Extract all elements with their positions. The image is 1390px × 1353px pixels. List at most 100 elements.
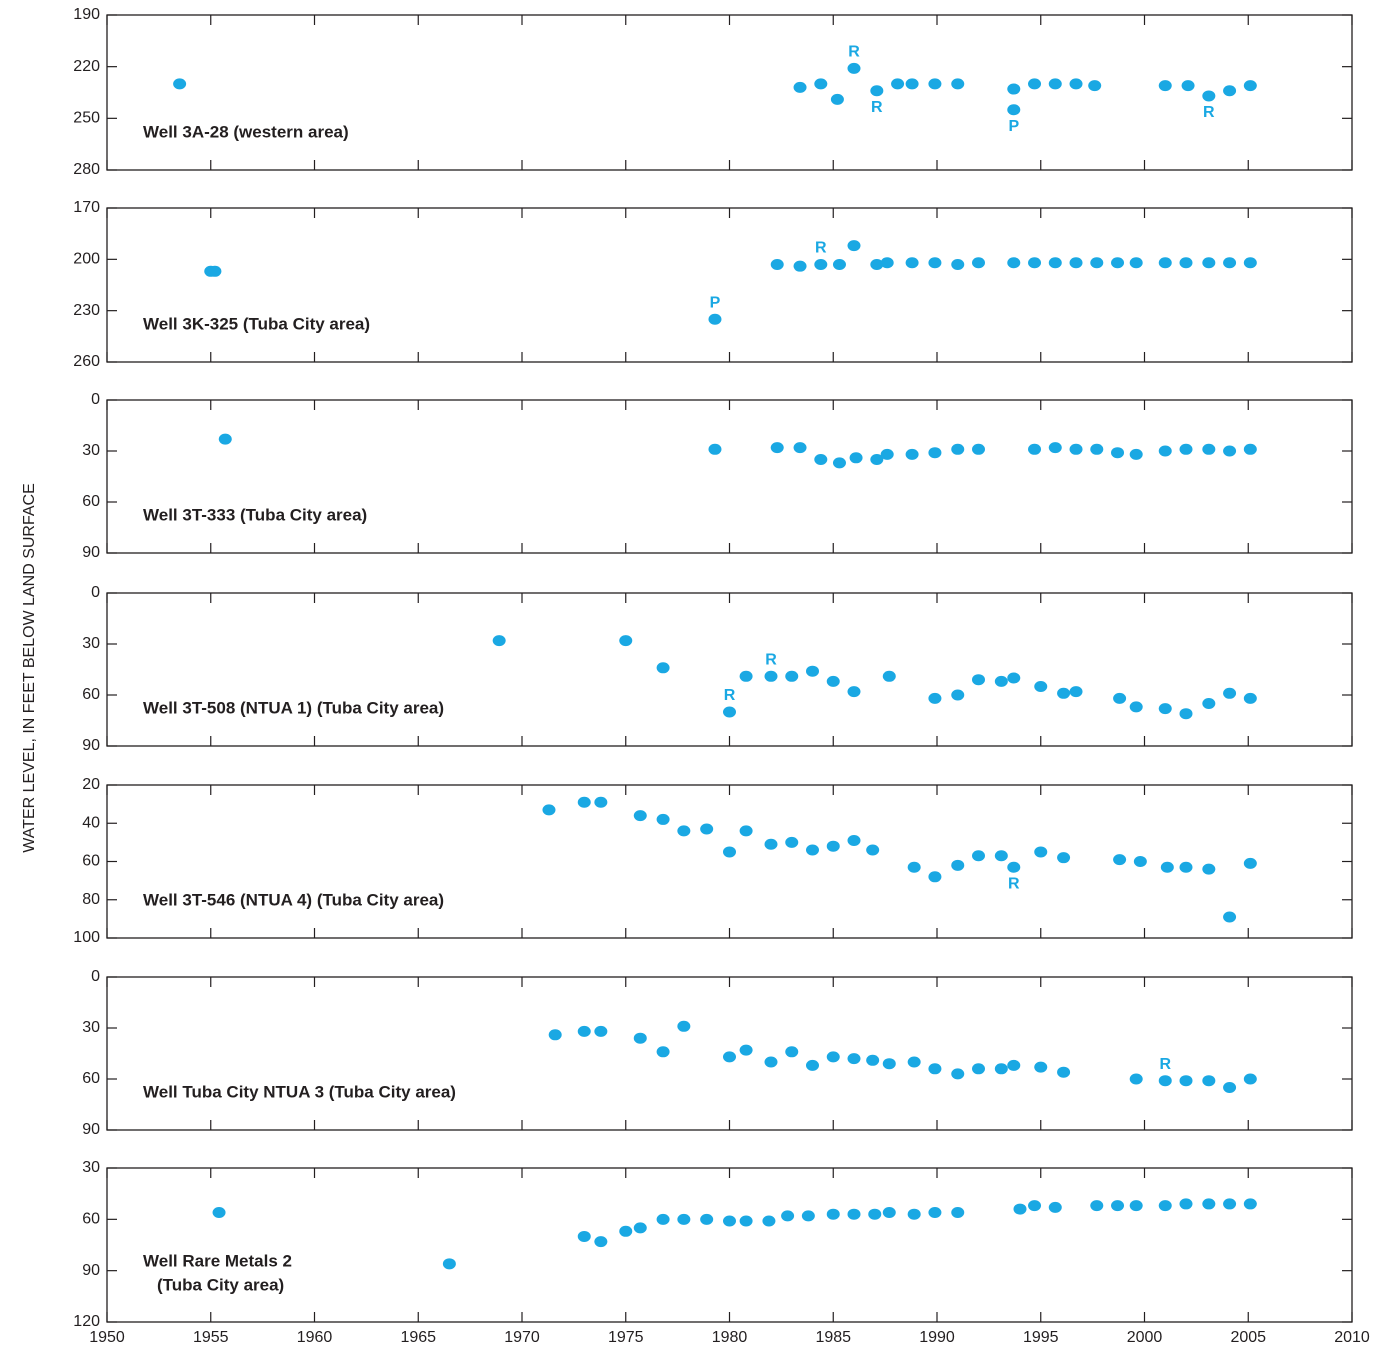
x-tick-label: 1960	[297, 1329, 333, 1346]
data-point	[826, 1051, 840, 1063]
data-point	[594, 1236, 608, 1248]
panel-title: (Tuba City area)	[157, 1275, 284, 1294]
data-point	[1223, 445, 1237, 457]
y-tick-label: 200	[73, 251, 100, 268]
point-annotation: R	[848, 44, 860, 61]
data-point	[677, 825, 691, 837]
data-point	[880, 448, 894, 460]
data-point	[907, 1056, 921, 1068]
data-point	[994, 675, 1008, 687]
data-point	[830, 93, 844, 105]
data-point	[882, 1058, 896, 1070]
data-point	[1202, 863, 1216, 875]
data-point	[633, 810, 647, 822]
data-point	[739, 670, 753, 682]
x-tick-label: 1965	[400, 1329, 436, 1346]
data-point	[870, 258, 884, 270]
data-point	[1133, 856, 1147, 867]
data-point	[826, 1208, 840, 1220]
data-point	[1028, 443, 1042, 455]
y-tick-label: 90	[82, 1262, 100, 1279]
data-point	[793, 260, 807, 272]
data-point	[633, 1222, 647, 1234]
data-point	[849, 452, 863, 464]
data-point	[1090, 1200, 1104, 1212]
plot-frame	[106, 592, 1353, 747]
data-point	[1129, 1200, 1143, 1212]
data-point	[1179, 443, 1193, 455]
data-point	[866, 844, 880, 856]
plot-frame	[106, 14, 1353, 171]
y-tick-label: 60	[82, 493, 100, 510]
data-point	[951, 689, 965, 701]
data-point	[723, 706, 736, 718]
x-tick-label: 1970	[504, 1329, 540, 1346]
point-annotation: R	[871, 99, 883, 116]
data-point	[764, 838, 778, 850]
data-point	[492, 635, 506, 647]
data-point	[1028, 78, 1042, 90]
panel-title: Well 3K-325 (Tuba City area)	[143, 314, 370, 333]
panel-title: Well Tuba City NTUA 3 (Tuba City area)	[143, 1082, 456, 1101]
data-point	[882, 670, 896, 682]
data-point	[1158, 445, 1172, 457]
point-annotation: R	[1008, 875, 1020, 892]
data-point	[1057, 1066, 1071, 1078]
y-tick-label: 60	[82, 1211, 100, 1228]
data-point	[1048, 257, 1062, 269]
data-point	[723, 1215, 736, 1227]
y-tick-label: 90	[82, 737, 100, 754]
y-tick-label: 30	[82, 1019, 100, 1036]
data-point	[951, 443, 965, 455]
x-tick-label: 1950	[89, 1329, 125, 1346]
data-point	[1202, 90, 1216, 102]
y-tick-label: 100	[73, 929, 100, 946]
data-point	[212, 1206, 226, 1218]
data-point	[781, 1210, 795, 1222]
data-point	[847, 240, 861, 252]
data-point	[1243, 692, 1257, 704]
data-point	[656, 662, 670, 674]
data-point	[882, 1206, 896, 1218]
data-point	[1223, 257, 1237, 269]
data-point	[1028, 257, 1042, 269]
y-tick-label: 230	[73, 302, 100, 319]
y-tick-label: 0	[91, 391, 100, 408]
y-tick-label: 90	[82, 544, 100, 561]
data-point	[656, 1213, 670, 1225]
point-annotation: P	[710, 294, 721, 311]
data-point	[764, 670, 778, 682]
y-tick-label: 120	[73, 1313, 100, 1330]
data-point	[1048, 78, 1062, 90]
y-tick-label: 260	[73, 353, 100, 370]
data-point	[814, 258, 828, 270]
x-tick-label: 1995	[1023, 1329, 1059, 1346]
data-point	[542, 804, 556, 816]
data-point	[928, 871, 942, 883]
data-point	[739, 1215, 753, 1227]
data-point	[218, 433, 232, 445]
data-point	[708, 313, 722, 325]
y-tick-label: 0	[91, 968, 100, 985]
data-point	[847, 1053, 861, 1065]
y-tick-label: 190	[73, 6, 100, 23]
y-tick-label: 30	[82, 442, 100, 459]
data-point	[1069, 686, 1083, 698]
data-point	[972, 257, 985, 269]
data-point	[1179, 1198, 1193, 1210]
data-point	[1007, 104, 1021, 116]
data-point	[1243, 80, 1257, 92]
data-point	[785, 836, 799, 848]
data-point	[814, 454, 828, 465]
data-point	[548, 1029, 562, 1041]
data-point	[994, 1063, 1008, 1075]
data-point	[619, 635, 633, 647]
data-point	[806, 1059, 819, 1071]
point-annotation: R	[765, 652, 777, 669]
data-point	[700, 823, 714, 835]
data-point	[1113, 854, 1127, 866]
data-point	[868, 1208, 882, 1220]
data-point	[1243, 443, 1257, 455]
data-point	[1243, 1073, 1257, 1085]
data-point	[1034, 846, 1048, 858]
